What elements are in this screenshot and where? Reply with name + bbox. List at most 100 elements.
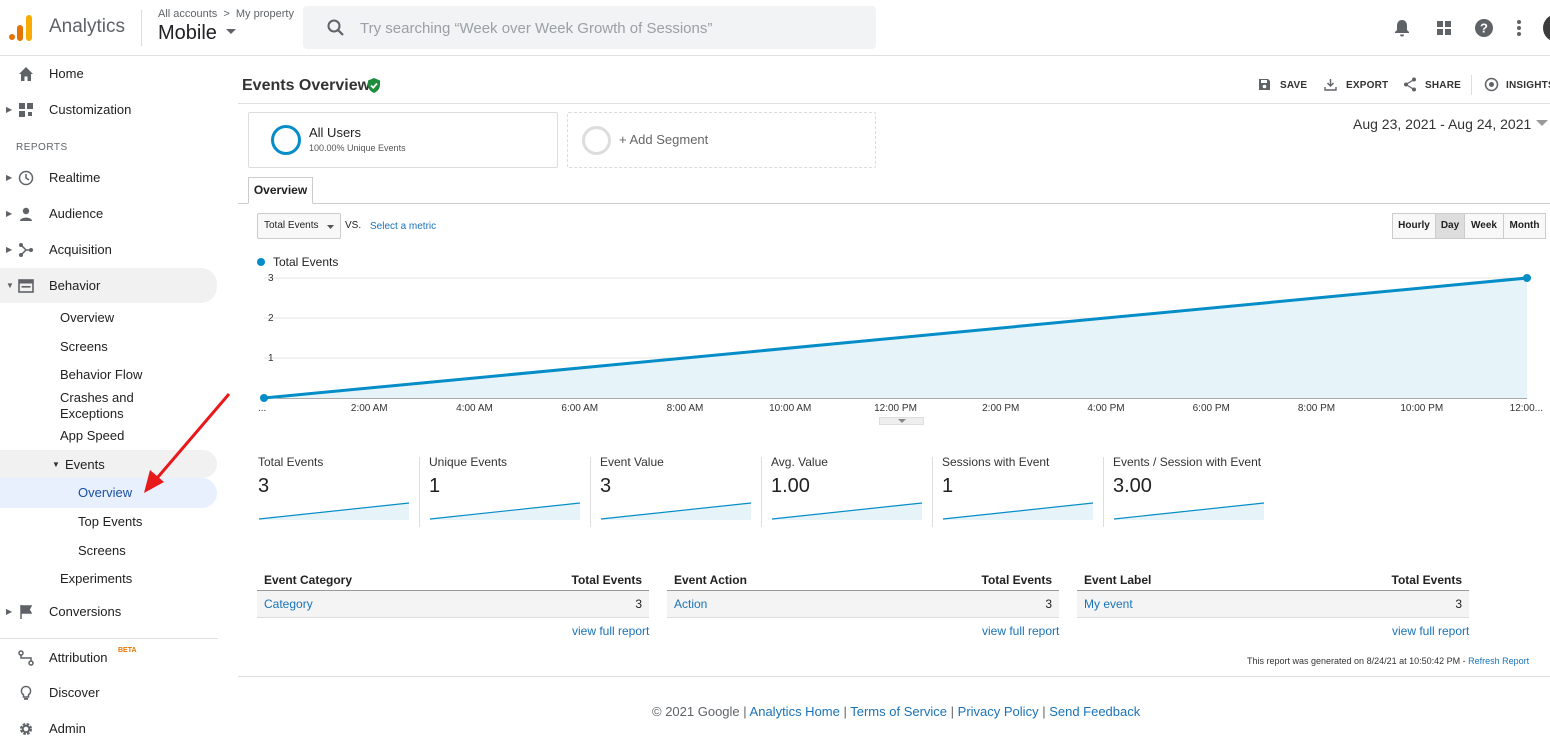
metric-sparkline bbox=[942, 502, 1094, 520]
metric-select[interactable]: Total Events bbox=[257, 213, 341, 239]
date-range-picker[interactable]: Aug 23, 2021 - Aug 24, 2021 bbox=[1353, 116, 1532, 132]
insights-icon[interactable] bbox=[1484, 77, 1499, 92]
property-selector[interactable]: Mobile bbox=[158, 22, 237, 45]
metric-card[interactable]: Event Value 3 bbox=[600, 455, 770, 527]
metric-divider bbox=[1103, 457, 1104, 527]
sidebar-item-acquisition[interactable]: Acquisition bbox=[49, 242, 112, 257]
apps-grid-icon[interactable] bbox=[1433, 17, 1455, 39]
chevron-down-icon[interactable] bbox=[1536, 120, 1548, 127]
refresh-report-link[interactable]: Refresh Report bbox=[1468, 656, 1530, 666]
sidebar-subitem-events-screens[interactable]: Screens bbox=[78, 543, 126, 558]
search-placeholder[interactable]: Try searching “Week over Week Growth of … bbox=[360, 20, 713, 37]
expand-caret-icon[interactable]: ▶ bbox=[6, 209, 13, 218]
breadcrumb-property[interactable]: My property bbox=[235, 8, 294, 20]
sidebar-subitem-behavior-flow[interactable]: Behavior Flow bbox=[60, 367, 143, 382]
footer-analytics-home-link[interactable]: Analytics Home bbox=[749, 704, 840, 719]
table-row[interactable]: Category 3 bbox=[257, 590, 649, 618]
chevron-down-icon bbox=[226, 29, 237, 34]
sidebar-subitem-events[interactable]: Events bbox=[65, 457, 105, 472]
sidebar-subitem-experiments[interactable]: Experiments bbox=[60, 571, 133, 586]
breadcrumb-separator: > bbox=[223, 8, 230, 20]
export-icon[interactable] bbox=[1324, 78, 1337, 91]
bell-icon[interactable] bbox=[1391, 17, 1413, 39]
tab-overview[interactable]: Overview bbox=[248, 177, 313, 204]
time-month-button[interactable]: Month bbox=[1503, 213, 1546, 239]
metric-value: 3 bbox=[258, 475, 270, 497]
x-tick-label: 6:00 PM bbox=[1193, 403, 1230, 414]
metric-value: 1 bbox=[942, 475, 954, 497]
collapse-caret-icon[interactable]: ▼ bbox=[6, 281, 14, 290]
breadcrumb-accounts[interactable]: All accounts bbox=[158, 8, 218, 20]
table-row[interactable]: My event 3 bbox=[1077, 590, 1469, 618]
help-icon[interactable]: ? bbox=[1473, 17, 1495, 39]
expand-caret-icon[interactable]: ▶ bbox=[6, 245, 13, 254]
sidebar-subitem-exceptions[interactable]: Exceptions bbox=[60, 406, 124, 421]
metric-card[interactable]: Avg. Value 1.00 bbox=[771, 455, 941, 527]
expand-caret-icon[interactable]: ▶ bbox=[6, 607, 13, 616]
table-row[interactable]: Action 3 bbox=[667, 590, 1059, 618]
view-full-report-link[interactable]: view full report bbox=[1392, 624, 1470, 638]
sidebar-item-admin[interactable]: Admin bbox=[49, 721, 86, 736]
events-line-chart[interactable]: 1 2 3... 2:00 AM 4:00 AM 6:00 AM 8:00 AM 10:00 … bbox=[238, 270, 1550, 420]
table-row-label[interactable]: Action bbox=[674, 597, 708, 611]
analytics-logo-icon[interactable] bbox=[9, 15, 33, 41]
footer-privacy-link[interactable]: Privacy Policy bbox=[957, 704, 1039, 719]
metric-divider bbox=[761, 457, 762, 527]
app-name: Analytics bbox=[49, 16, 126, 37]
add-segment-button[interactable]: + Add Segment bbox=[567, 112, 876, 168]
sidebar-subitem-app-speed[interactable]: App Speed bbox=[60, 428, 125, 443]
sidebar-subitem-crashes[interactable]: Crashes and bbox=[60, 390, 134, 405]
share-icon[interactable] bbox=[1403, 77, 1417, 92]
metric-card[interactable]: Unique Events 1 bbox=[429, 455, 599, 527]
share-button[interactable]: SHARE bbox=[1425, 80, 1462, 91]
property-name[interactable]: Mobile bbox=[158, 22, 217, 44]
expand-caret-icon[interactable]: ▶ bbox=[6, 105, 13, 114]
time-day-button[interactable]: Day bbox=[1435, 213, 1465, 239]
metric-card[interactable]: Total Events 3 bbox=[258, 455, 428, 527]
sidebar-subitem-overview[interactable]: Overview bbox=[60, 310, 115, 325]
account-breadcrumb[interactable]: All accounts > My property bbox=[158, 8, 294, 20]
collapse-caret-icon[interactable]: ▼ bbox=[52, 460, 60, 469]
insights-button[interactable]: INSIGHTS bbox=[1506, 80, 1550, 91]
save-button[interactable]: SAVE bbox=[1280, 80, 1308, 91]
search-bar[interactable] bbox=[303, 6, 876, 49]
metric-card[interactable]: Sessions with Event 1 bbox=[942, 455, 1112, 527]
footer-feedback-link[interactable]: Send Feedback bbox=[1049, 704, 1141, 719]
sidebar-item-discover[interactable]: Discover bbox=[49, 685, 100, 700]
view-full-report-link[interactable]: view full report bbox=[572, 624, 650, 638]
x-tick-label: ... bbox=[258, 403, 266, 414]
sidebar-subitem-top-events[interactable]: Top Events bbox=[78, 514, 143, 529]
sidebar-item-audience[interactable]: Audience bbox=[49, 206, 104, 221]
time-week-button[interactable]: Week bbox=[1464, 213, 1504, 239]
sidebar-item-attribution[interactable]: Attribution bbox=[49, 650, 108, 665]
select-metric-link[interactable]: Select a metric bbox=[370, 221, 437, 232]
time-hourly-button[interactable]: Hourly bbox=[1392, 213, 1436, 239]
sidebar-item-behavior[interactable]: Behavior bbox=[49, 278, 101, 293]
sidebar-subitem-screens[interactable]: Screens bbox=[60, 339, 108, 354]
metric-label: Sessions with Event bbox=[942, 455, 1050, 469]
legend-label: Total Events bbox=[273, 255, 339, 269]
top-bar: Analytics All accounts > My property Mob… bbox=[0, 0, 1550, 56]
segment-all-users[interactable]: All Users 100.00% Unique Events bbox=[248, 112, 558, 168]
metric-card[interactable]: Events / Session with Event 3.00 bbox=[1113, 455, 1283, 527]
sidebar-subitem-events-overview[interactable]: Overview bbox=[78, 485, 133, 500]
table-row-label[interactable]: My event bbox=[1084, 597, 1133, 611]
expand-caret-icon[interactable]: ▶ bbox=[6, 173, 13, 182]
more-vert-icon[interactable] bbox=[1508, 17, 1530, 39]
x-tick-label: 8:00 AM bbox=[667, 403, 704, 414]
sidebar-item-home[interactable]: Home bbox=[49, 66, 84, 81]
avatar[interactable] bbox=[1543, 14, 1550, 42]
table-row-label[interactable]: Category bbox=[264, 597, 313, 611]
view-full-report-link[interactable]: view full report bbox=[982, 624, 1060, 638]
chart-series-line bbox=[263, 276, 1528, 400]
save-icon[interactable] bbox=[1258, 78, 1271, 91]
sidebar-item-customization[interactable]: Customization bbox=[49, 102, 132, 117]
lightbulb-icon bbox=[20, 685, 32, 700]
sidebar-item-realtime[interactable]: Realtime bbox=[49, 170, 101, 185]
metric-label: Avg. Value bbox=[771, 455, 828, 469]
export-button[interactable]: EXPORT bbox=[1346, 80, 1389, 91]
sidebar-item-conversions[interactable]: Conversions bbox=[49, 604, 122, 619]
chart-resize-handle[interactable] bbox=[879, 417, 924, 425]
metric-label: Event Value bbox=[600, 455, 664, 469]
footer-terms-link[interactable]: Terms of Service bbox=[850, 704, 948, 719]
